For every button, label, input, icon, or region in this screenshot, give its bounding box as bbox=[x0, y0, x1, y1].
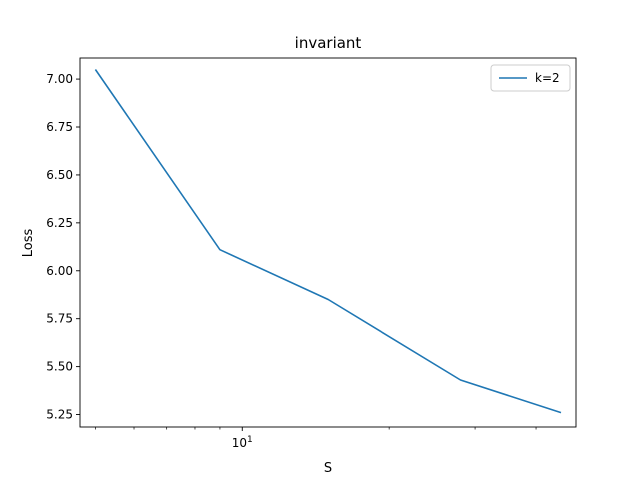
y-tick-label: 5.25 bbox=[46, 408, 73, 422]
y-tick-label: 5.75 bbox=[46, 312, 73, 326]
y-tick-label: 6.25 bbox=[46, 216, 73, 230]
y-tick-label: 7.00 bbox=[46, 72, 73, 86]
y-tick-label: 5.50 bbox=[46, 360, 73, 374]
y-tick-label: 6.75 bbox=[46, 120, 73, 134]
plot-area: 5.25 5.50 5.75 6.00 6.25 6.50 6.75 7.00 101 k=2 bbox=[46, 57, 577, 450]
y-axis-label: Loss bbox=[21, 229, 36, 258]
axes-frame bbox=[79, 57, 577, 428]
legend-label: k=2 bbox=[535, 71, 560, 85]
x-tick-label: 101 bbox=[232, 435, 253, 450]
series-line-1 bbox=[94, 69, 562, 414]
legend-box bbox=[490, 64, 571, 92]
y-tick-label: 6.00 bbox=[46, 264, 73, 278]
x-axis-label: S bbox=[324, 461, 332, 476]
y-tick-label: 6.50 bbox=[46, 168, 73, 182]
chart-title: invariant bbox=[295, 34, 362, 52]
